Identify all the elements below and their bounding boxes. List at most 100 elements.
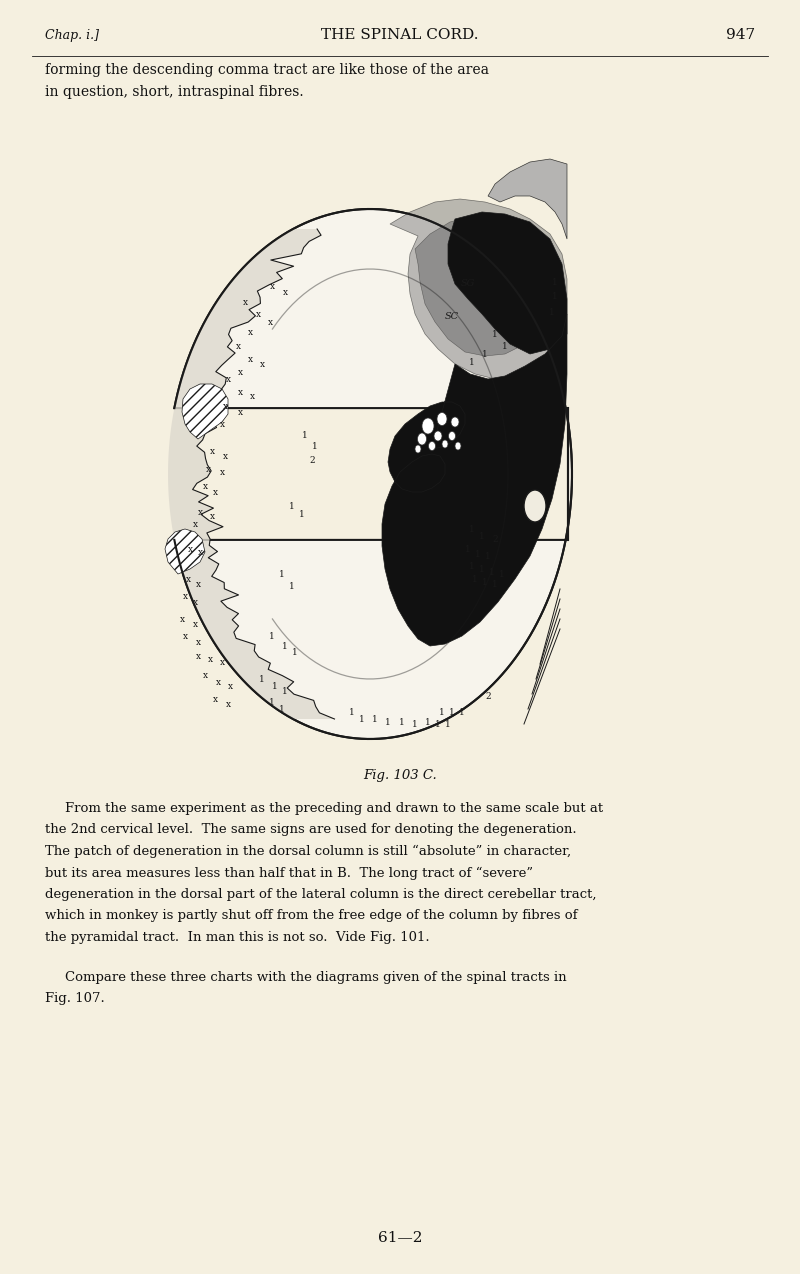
- Text: 1: 1: [302, 432, 308, 441]
- Text: 1: 1: [435, 720, 441, 729]
- Text: 1: 1: [492, 330, 498, 339]
- Text: 947: 947: [726, 28, 755, 42]
- Text: x: x: [226, 375, 230, 383]
- Text: the 2nd cervical level.  The same signs are used for denoting the degeneration.: the 2nd cervical level. The same signs a…: [45, 823, 577, 837]
- Text: x: x: [250, 391, 254, 400]
- Text: x: x: [215, 678, 221, 687]
- Text: x: x: [213, 488, 218, 497]
- Ellipse shape: [422, 418, 434, 434]
- Polygon shape: [165, 529, 205, 575]
- Text: x: x: [193, 598, 198, 606]
- Text: x: x: [222, 401, 227, 410]
- Ellipse shape: [449, 432, 455, 441]
- Text: x: x: [235, 341, 241, 350]
- Text: x: x: [242, 298, 247, 307]
- Text: x: x: [247, 327, 253, 336]
- Text: 2: 2: [309, 456, 315, 465]
- Text: 1: 1: [412, 720, 418, 729]
- Polygon shape: [382, 313, 567, 646]
- Text: 1: 1: [475, 549, 481, 558]
- Text: 1: 1: [479, 564, 485, 573]
- Ellipse shape: [442, 440, 448, 448]
- Ellipse shape: [451, 417, 459, 427]
- Text: the pyramidal tract.  In man this is not so.  Vide Fig. 101.: the pyramidal tract. In man this is not …: [45, 931, 430, 944]
- Text: 1: 1: [489, 567, 495, 577]
- Text: x: x: [255, 310, 261, 318]
- Polygon shape: [488, 159, 567, 240]
- Text: x: x: [219, 468, 225, 476]
- Text: x: x: [195, 580, 201, 589]
- Ellipse shape: [524, 490, 546, 522]
- Text: x: x: [195, 651, 201, 660]
- Text: 1: 1: [269, 632, 275, 641]
- Text: 1: 1: [282, 642, 288, 651]
- Text: x: x: [198, 548, 202, 557]
- Text: x: x: [198, 507, 202, 516]
- Ellipse shape: [455, 442, 461, 450]
- Ellipse shape: [415, 445, 421, 454]
- Text: x: x: [210, 447, 214, 456]
- Text: 1: 1: [289, 502, 295, 511]
- Text: degeneration in the dorsal part of the lateral column is the direct cerebellar t: degeneration in the dorsal part of the l…: [45, 888, 597, 901]
- Text: 1: 1: [279, 569, 285, 578]
- Polygon shape: [182, 383, 228, 440]
- Text: 1: 1: [299, 510, 305, 519]
- Text: x: x: [195, 637, 201, 646]
- Text: x: x: [226, 699, 230, 708]
- Text: x: x: [259, 359, 265, 368]
- Text: x: x: [270, 282, 274, 290]
- Text: SG: SG: [461, 279, 475, 288]
- Text: THE SPINAL CORD.: THE SPINAL CORD.: [322, 28, 478, 42]
- Text: x: x: [193, 619, 198, 628]
- Text: x: x: [238, 387, 242, 396]
- Text: x: x: [207, 655, 213, 664]
- Polygon shape: [448, 211, 567, 354]
- Text: 1: 1: [385, 717, 391, 726]
- Text: 1: 1: [482, 577, 488, 586]
- Text: which in monkey is partly shut off from the free edge of the column by fibres of: which in monkey is partly shut off from …: [45, 910, 578, 922]
- Text: Fig. 103 C.: Fig. 103 C.: [363, 769, 437, 782]
- Text: x: x: [186, 575, 190, 583]
- Text: 1: 1: [269, 697, 275, 707]
- Text: x: x: [202, 671, 207, 680]
- Text: x: x: [227, 682, 233, 691]
- Text: 1: 1: [552, 292, 558, 301]
- Text: 1: 1: [552, 278, 558, 287]
- Text: x: x: [206, 465, 210, 474]
- Text: x: x: [179, 614, 185, 623]
- Text: in question, short, intraspinal fibres.: in question, short, intraspinal fibres.: [45, 85, 304, 99]
- Ellipse shape: [418, 433, 426, 445]
- Text: x: x: [202, 482, 207, 490]
- Polygon shape: [174, 209, 572, 739]
- Text: x: x: [222, 451, 227, 460]
- Text: x: x: [182, 591, 187, 600]
- Text: 1: 1: [279, 705, 285, 713]
- Text: x: x: [247, 354, 253, 363]
- Text: Chap. i.]: Chap. i.]: [45, 29, 99, 42]
- Text: 1: 1: [472, 575, 478, 583]
- Text: 2: 2: [485, 692, 491, 701]
- Text: 1: 1: [445, 720, 451, 729]
- Text: x: x: [238, 367, 242, 377]
- Text: 1: 1: [425, 717, 431, 726]
- Text: 1: 1: [469, 562, 475, 571]
- Text: The patch of degeneration in the dorsal column is still “absolute” in character,: The patch of degeneration in the dorsal …: [45, 845, 571, 857]
- Text: 1: 1: [272, 682, 278, 691]
- Text: forming the descending comma tract are like those of the area: forming the descending comma tract are l…: [45, 62, 489, 76]
- Text: but its area measures less than half that in B.  The long tract of “severe”: but its area measures less than half tha…: [45, 866, 533, 879]
- Text: Fig. 107.: Fig. 107.: [45, 992, 105, 1005]
- Text: 1: 1: [469, 525, 475, 534]
- Text: 1: 1: [465, 544, 471, 553]
- Polygon shape: [390, 199, 567, 378]
- Text: 61—2: 61—2: [378, 1231, 422, 1245]
- Text: 1: 1: [359, 715, 365, 724]
- Text: 1: 1: [459, 707, 465, 716]
- Text: x: x: [282, 288, 287, 297]
- Polygon shape: [415, 217, 550, 355]
- Text: 1: 1: [479, 531, 485, 540]
- Polygon shape: [168, 229, 334, 719]
- Text: 1: 1: [439, 707, 445, 716]
- Text: 1: 1: [282, 688, 288, 697]
- Text: 1: 1: [469, 358, 475, 367]
- Text: x: x: [210, 511, 214, 521]
